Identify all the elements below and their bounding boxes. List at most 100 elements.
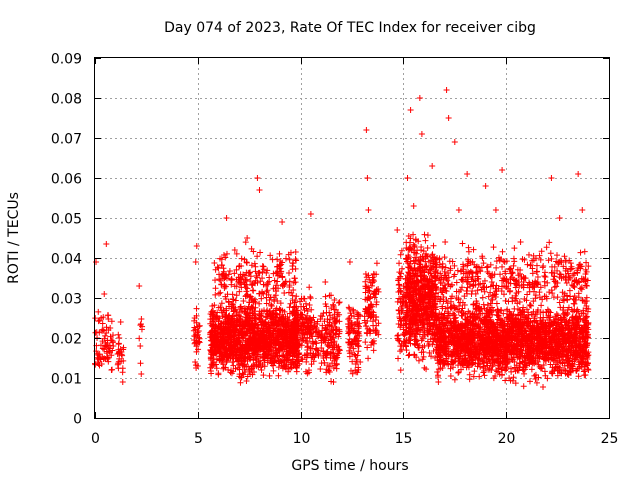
data-point <box>273 288 280 295</box>
data-point <box>223 346 230 353</box>
data-point <box>119 352 126 359</box>
data-point <box>232 323 239 330</box>
data-point <box>215 290 222 297</box>
data-point <box>216 276 223 283</box>
data-point <box>280 352 287 359</box>
data-point <box>115 365 122 372</box>
data-point <box>116 335 123 342</box>
data-point <box>242 309 249 316</box>
data-point <box>252 280 259 287</box>
data-point <box>250 287 257 294</box>
data-point <box>242 277 249 284</box>
data-point <box>220 251 227 258</box>
data-point <box>223 250 230 257</box>
data-point <box>225 271 232 278</box>
data-point <box>251 347 258 354</box>
data-point <box>236 358 243 365</box>
data-point <box>108 352 115 359</box>
data-point <box>292 256 299 263</box>
data-point <box>285 368 292 375</box>
data-point <box>271 358 278 365</box>
data-point <box>214 332 221 339</box>
data-point <box>268 319 275 326</box>
data-point <box>257 353 264 360</box>
data-point <box>228 276 235 283</box>
data-point <box>258 318 265 325</box>
data-point <box>265 347 272 354</box>
data-point <box>232 297 239 304</box>
data-point <box>274 297 281 304</box>
data-point <box>218 256 225 263</box>
data-point <box>267 355 274 362</box>
data-point <box>137 321 144 328</box>
data-point <box>214 264 221 271</box>
data-point <box>244 347 251 354</box>
data-point <box>226 333 233 340</box>
data-point <box>274 333 281 340</box>
data-point <box>259 263 266 270</box>
data-point <box>232 365 239 372</box>
data-point <box>98 361 105 368</box>
data-point <box>216 353 223 360</box>
data-point <box>237 351 244 358</box>
data-point <box>192 326 199 333</box>
data-point <box>248 245 255 252</box>
data-point <box>241 272 248 279</box>
data-point <box>261 357 268 364</box>
data-point <box>103 350 110 357</box>
data-point <box>192 359 199 366</box>
data-point <box>256 310 263 317</box>
data-point <box>235 278 242 285</box>
data-point <box>257 249 264 256</box>
data-point <box>236 288 243 295</box>
data-point <box>245 312 252 319</box>
data-point <box>248 363 255 370</box>
data-point <box>238 374 245 381</box>
data-point <box>249 281 256 288</box>
data-point <box>243 341 250 348</box>
data-point <box>241 366 248 373</box>
data-point <box>273 348 280 355</box>
data-point <box>286 332 293 339</box>
data-point <box>215 324 222 331</box>
data-point <box>253 343 260 350</box>
data-point <box>285 289 292 296</box>
data-point <box>277 346 284 353</box>
data-point <box>292 324 299 331</box>
data-point <box>266 312 273 319</box>
data-point <box>224 291 231 298</box>
data-point <box>207 367 214 374</box>
data-point <box>271 277 278 284</box>
data-point <box>261 357 268 364</box>
data-point <box>233 266 240 273</box>
data-point <box>120 344 127 351</box>
data-point <box>230 338 237 345</box>
data-point <box>254 253 261 260</box>
data-point <box>246 368 253 375</box>
data-point <box>222 351 229 358</box>
data-point <box>264 307 271 314</box>
data-point <box>116 355 123 362</box>
data-point <box>95 308 102 315</box>
data-point <box>281 281 288 288</box>
data-point <box>212 291 219 298</box>
data-point <box>138 326 145 333</box>
data-point <box>266 274 273 281</box>
data-point <box>229 359 236 366</box>
data-point <box>274 278 281 285</box>
data-point <box>238 329 245 336</box>
data-point <box>282 335 289 342</box>
data-point <box>222 254 229 261</box>
data-point <box>222 313 229 320</box>
data-point <box>218 273 225 280</box>
data-point <box>104 354 111 361</box>
data-point <box>102 332 109 339</box>
data-point <box>241 361 248 368</box>
data-point <box>286 304 293 311</box>
data-point <box>235 357 242 364</box>
data-point <box>257 360 264 367</box>
data-point <box>208 308 215 315</box>
data-point <box>263 282 270 289</box>
data-point <box>236 366 243 373</box>
data-point <box>286 256 293 263</box>
